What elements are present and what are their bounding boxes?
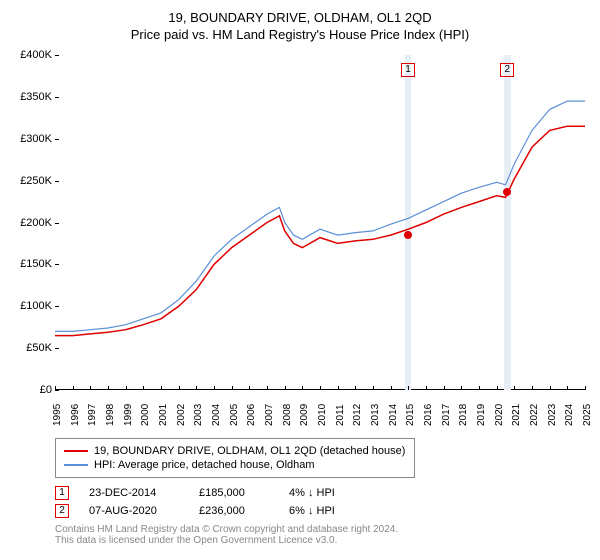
chart-subtitle: Price paid vs. HM Land Registry's House …: [10, 27, 590, 42]
x-tick-mark: [567, 386, 568, 390]
y-tick-mark: [55, 97, 59, 98]
series-line: [55, 101, 585, 331]
sale-date: 23-DEC-2014: [89, 487, 179, 499]
x-tick-mark: [232, 386, 233, 390]
x-tick-mark: [214, 386, 215, 390]
y-axis-label: £100K: [10, 300, 52, 312]
legend-item: HPI: Average price, detached house, Oldh…: [64, 459, 406, 471]
x-tick-mark: [161, 386, 162, 390]
legend-swatch: [64, 464, 88, 466]
x-tick-mark: [355, 386, 356, 390]
legend-label: 19, BOUNDARY DRIVE, OLDHAM, OL1 2QD (det…: [94, 445, 405, 457]
chart-title: 19, BOUNDARY DRIVE, OLDHAM, OL1 2QD: [10, 10, 590, 25]
line-chart-svg: [55, 55, 585, 390]
sale-date: 07-AUG-2020: [89, 505, 179, 517]
x-tick-mark: [479, 386, 480, 390]
x-tick-mark: [391, 386, 392, 390]
series-line: [55, 126, 585, 335]
footer-attribution: Contains HM Land Registry data © Crown c…: [55, 524, 590, 546]
sale-point-marker: [404, 231, 412, 239]
sale-price: £185,000: [199, 487, 269, 499]
x-tick-mark: [285, 386, 286, 390]
x-tick-mark: [408, 386, 409, 390]
y-axis-label: £250K: [10, 175, 52, 187]
x-tick-mark: [426, 386, 427, 390]
y-axis-label: £200K: [10, 217, 52, 229]
y-tick-mark: [55, 264, 59, 265]
sale-row-marker: 2: [55, 504, 69, 518]
y-tick-mark: [55, 55, 59, 56]
y-tick-mark: [55, 306, 59, 307]
x-tick-mark: [444, 386, 445, 390]
sale-row-marker: 1: [55, 486, 69, 500]
sale-table-row: 1 23-DEC-2014 £185,000 4% ↓ HPI: [55, 486, 590, 500]
legend-swatch: [64, 450, 88, 452]
x-tick-mark: [249, 386, 250, 390]
x-tick-mark: [320, 386, 321, 390]
x-tick-mark: [497, 386, 498, 390]
sale-marker-label: 2: [500, 63, 514, 77]
x-tick-mark: [585, 386, 586, 390]
sale-price: £236,000: [199, 505, 269, 517]
x-tick-mark: [373, 386, 374, 390]
x-tick-mark: [90, 386, 91, 390]
x-axis-label: 2025: [582, 396, 600, 426]
y-tick-mark: [55, 390, 59, 391]
sale-table-row: 2 07-AUG-2020 £236,000 6% ↓ HPI: [55, 504, 590, 518]
x-tick-mark: [108, 386, 109, 390]
y-tick-mark: [55, 348, 59, 349]
x-tick-mark: [338, 386, 339, 390]
plot-region: 12: [55, 55, 585, 390]
x-tick-mark: [126, 386, 127, 390]
footer-line-1: Contains HM Land Registry data © Crown c…: [55, 524, 590, 535]
x-tick-mark: [143, 386, 144, 390]
y-axis-label: £400K: [10, 49, 52, 61]
sale-hpi-diff: 6% ↓ HPI: [289, 505, 369, 517]
x-tick-mark: [267, 386, 268, 390]
sale-marker-label: 1: [401, 63, 415, 77]
y-axis-label: £150K: [10, 258, 52, 270]
x-tick-mark: [461, 386, 462, 390]
x-tick-mark: [55, 386, 56, 390]
x-tick-mark: [73, 386, 74, 390]
legend-label: HPI: Average price, detached house, Oldh…: [94, 459, 315, 471]
sale-point-marker: [503, 188, 511, 196]
footer-line-2: This data is licensed under the Open Gov…: [55, 535, 590, 546]
y-axis-label: £300K: [10, 133, 52, 145]
x-tick-mark: [179, 386, 180, 390]
y-axis-label: £50K: [10, 342, 52, 354]
y-tick-mark: [55, 181, 59, 182]
y-tick-mark: [55, 139, 59, 140]
x-tick-mark: [514, 386, 515, 390]
y-axis-label: £0: [10, 384, 52, 396]
sale-hpi-diff: 4% ↓ HPI: [289, 487, 369, 499]
y-axis-label: £350K: [10, 91, 52, 103]
x-tick-mark: [302, 386, 303, 390]
legend-box: 19, BOUNDARY DRIVE, OLDHAM, OL1 2QD (det…: [55, 438, 415, 478]
x-tick-mark: [196, 386, 197, 390]
sales-table: 1 23-DEC-2014 £185,000 4% ↓ HPI 2 07-AUG-2020…: [55, 486, 590, 518]
x-tick-mark: [550, 386, 551, 390]
legend-item: 19, BOUNDARY DRIVE, OLDHAM, OL1 2QD (det…: [64, 445, 406, 457]
chart-area: 12 £0£50K£100K£150K£200K£250K£300K£350K£…: [10, 50, 590, 430]
x-tick-mark: [532, 386, 533, 390]
y-tick-mark: [55, 223, 59, 224]
